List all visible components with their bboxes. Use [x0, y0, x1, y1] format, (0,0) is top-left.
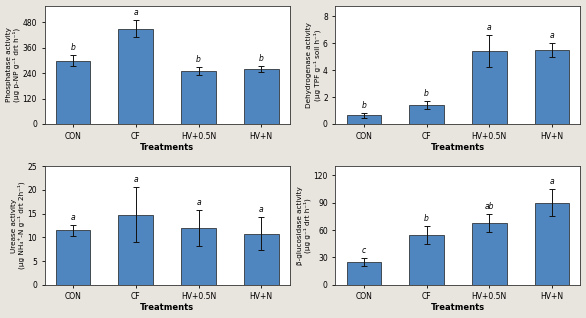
Text: b: b	[424, 214, 429, 223]
X-axis label: Treatments: Treatments	[140, 143, 194, 152]
Text: a: a	[550, 177, 554, 186]
Text: ab: ab	[485, 202, 494, 211]
Bar	[244, 69, 278, 124]
Bar	[181, 71, 216, 124]
Bar	[346, 115, 381, 124]
Text: b: b	[424, 89, 429, 98]
Bar	[535, 203, 570, 285]
Text: a: a	[259, 205, 264, 214]
Y-axis label: Urease activity
(μg NH₄⁺-N g⁻¹ drt 2h⁻¹): Urease activity (μg NH₄⁺-N g⁻¹ drt 2h⁻¹)	[11, 182, 25, 269]
Text: b: b	[362, 101, 366, 110]
Y-axis label: β-glucosidase activity
(μg g⁻¹ drt h⁻¹): β-glucosidase activity (μg g⁻¹ drt h⁻¹)	[297, 186, 311, 265]
Bar	[56, 230, 90, 285]
Bar	[472, 51, 506, 124]
Text: a: a	[550, 31, 554, 40]
Y-axis label: Phosphatase activity
(μg p-NP g⁻¹ drt h⁻¹): Phosphatase activity (μg p-NP g⁻¹ drt h⁻…	[5, 27, 21, 102]
Bar	[409, 105, 444, 124]
Text: a: a	[71, 213, 76, 222]
Text: b: b	[196, 55, 201, 64]
Text: b: b	[259, 54, 264, 63]
Text: b: b	[70, 43, 76, 52]
Bar	[346, 262, 381, 285]
Bar	[56, 60, 90, 124]
X-axis label: Treatments: Treatments	[431, 143, 485, 152]
Bar	[181, 228, 216, 285]
Bar	[118, 215, 153, 285]
Bar	[409, 235, 444, 285]
X-axis label: Treatments: Treatments	[431, 303, 485, 313]
Bar	[535, 50, 570, 124]
Text: a: a	[134, 8, 138, 17]
Y-axis label: Dehydrogenase activity
(μg TPF g⁻¹ soil h⁻¹): Dehydrogenase activity (μg TPF g⁻¹ soil …	[306, 22, 321, 108]
Text: a: a	[487, 23, 492, 32]
Bar	[118, 29, 153, 124]
X-axis label: Treatments: Treatments	[140, 303, 194, 313]
Text: c: c	[362, 246, 366, 255]
Bar	[472, 223, 506, 285]
Text: a: a	[134, 175, 138, 184]
Text: a: a	[196, 198, 201, 207]
Bar	[244, 233, 278, 285]
